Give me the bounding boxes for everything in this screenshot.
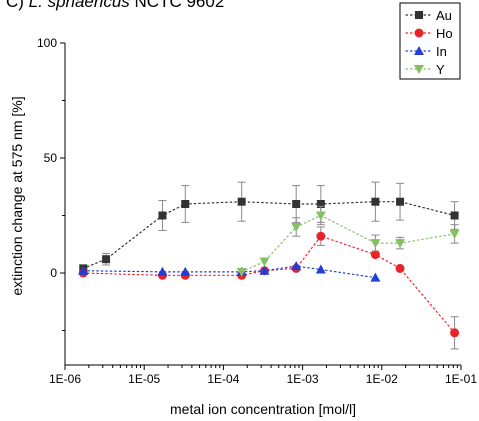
legend-box	[399, 2, 461, 80]
data-point-y	[370, 239, 381, 249]
legend-marker-in	[414, 46, 424, 55]
series-line-y	[241, 214, 456, 273]
legend-label-au: Au	[436, 8, 452, 23]
series-au	[79, 181, 459, 273]
y-axis-title: extinction change at 575 nm [%]	[9, 96, 25, 295]
legend-label-ho: Ho	[436, 26, 453, 41]
title-suffix: NCTC 9602	[129, 0, 225, 11]
data-point-au	[316, 200, 325, 208]
x-tick-label: 1E-02	[366, 372, 398, 386]
data-point-y	[236, 267, 247, 277]
data-point-in	[259, 265, 270, 275]
x-tick-label: 1E-05	[128, 372, 160, 386]
series-line-au	[82, 201, 456, 269]
data-point-au	[371, 197, 380, 206]
data-point-au	[292, 200, 301, 208]
title-prefix: C)	[6, 0, 29, 11]
chart-title: C) L. sphaericus NCTC 9602	[6, 0, 224, 12]
data-point-ho	[395, 263, 405, 273]
data-point-y	[259, 257, 270, 267]
data-point-in	[291, 261, 302, 271]
data-point-y	[449, 229, 460, 239]
series-y	[236, 205, 460, 277]
series-in	[78, 261, 381, 282]
legend-label-y: Y	[436, 62, 445, 77]
data-point-au	[237, 197, 246, 206]
title-species: L. sphaericus	[28, 0, 130, 11]
data-point-au	[181, 200, 190, 208]
data-point-in	[78, 265, 89, 275]
legend-marker-ho	[414, 28, 424, 38]
data-point-y	[315, 211, 326, 221]
series-line-in	[82, 265, 376, 279]
y-tick-label: 100	[37, 36, 57, 50]
data-point-ho	[316, 231, 326, 241]
data-point-in	[315, 264, 326, 274]
y-tick-label: 0	[50, 266, 57, 280]
data-point-au	[396, 197, 405, 206]
data-point-in	[157, 266, 168, 276]
data-point-in	[370, 272, 381, 282]
x-tick-label: 1E-03	[287, 372, 319, 386]
data-point-au	[102, 255, 111, 264]
y-tick-label: 50	[44, 151, 58, 165]
series-ho	[78, 226, 460, 350]
data-point-y	[291, 223, 302, 232]
data-point-ho	[450, 328, 460, 338]
series-line-ho	[82, 235, 456, 334]
legend-label-in: In	[436, 44, 447, 59]
data-point-au	[450, 211, 459, 220]
data-point-y	[395, 239, 406, 249]
data-point-au	[158, 211, 167, 220]
legend-marker-y	[414, 65, 424, 74]
x-tick-label: 1E-01	[445, 372, 477, 386]
data-point-ho	[370, 250, 380, 260]
x-tick-label: 1E-04	[207, 372, 239, 386]
legend-marker-au	[415, 11, 423, 19]
x-axis-title: metal ion concentration [mol/l]	[170, 401, 356, 417]
x-tick-label: 1E-06	[49, 372, 81, 386]
data-point-in	[180, 266, 191, 276]
